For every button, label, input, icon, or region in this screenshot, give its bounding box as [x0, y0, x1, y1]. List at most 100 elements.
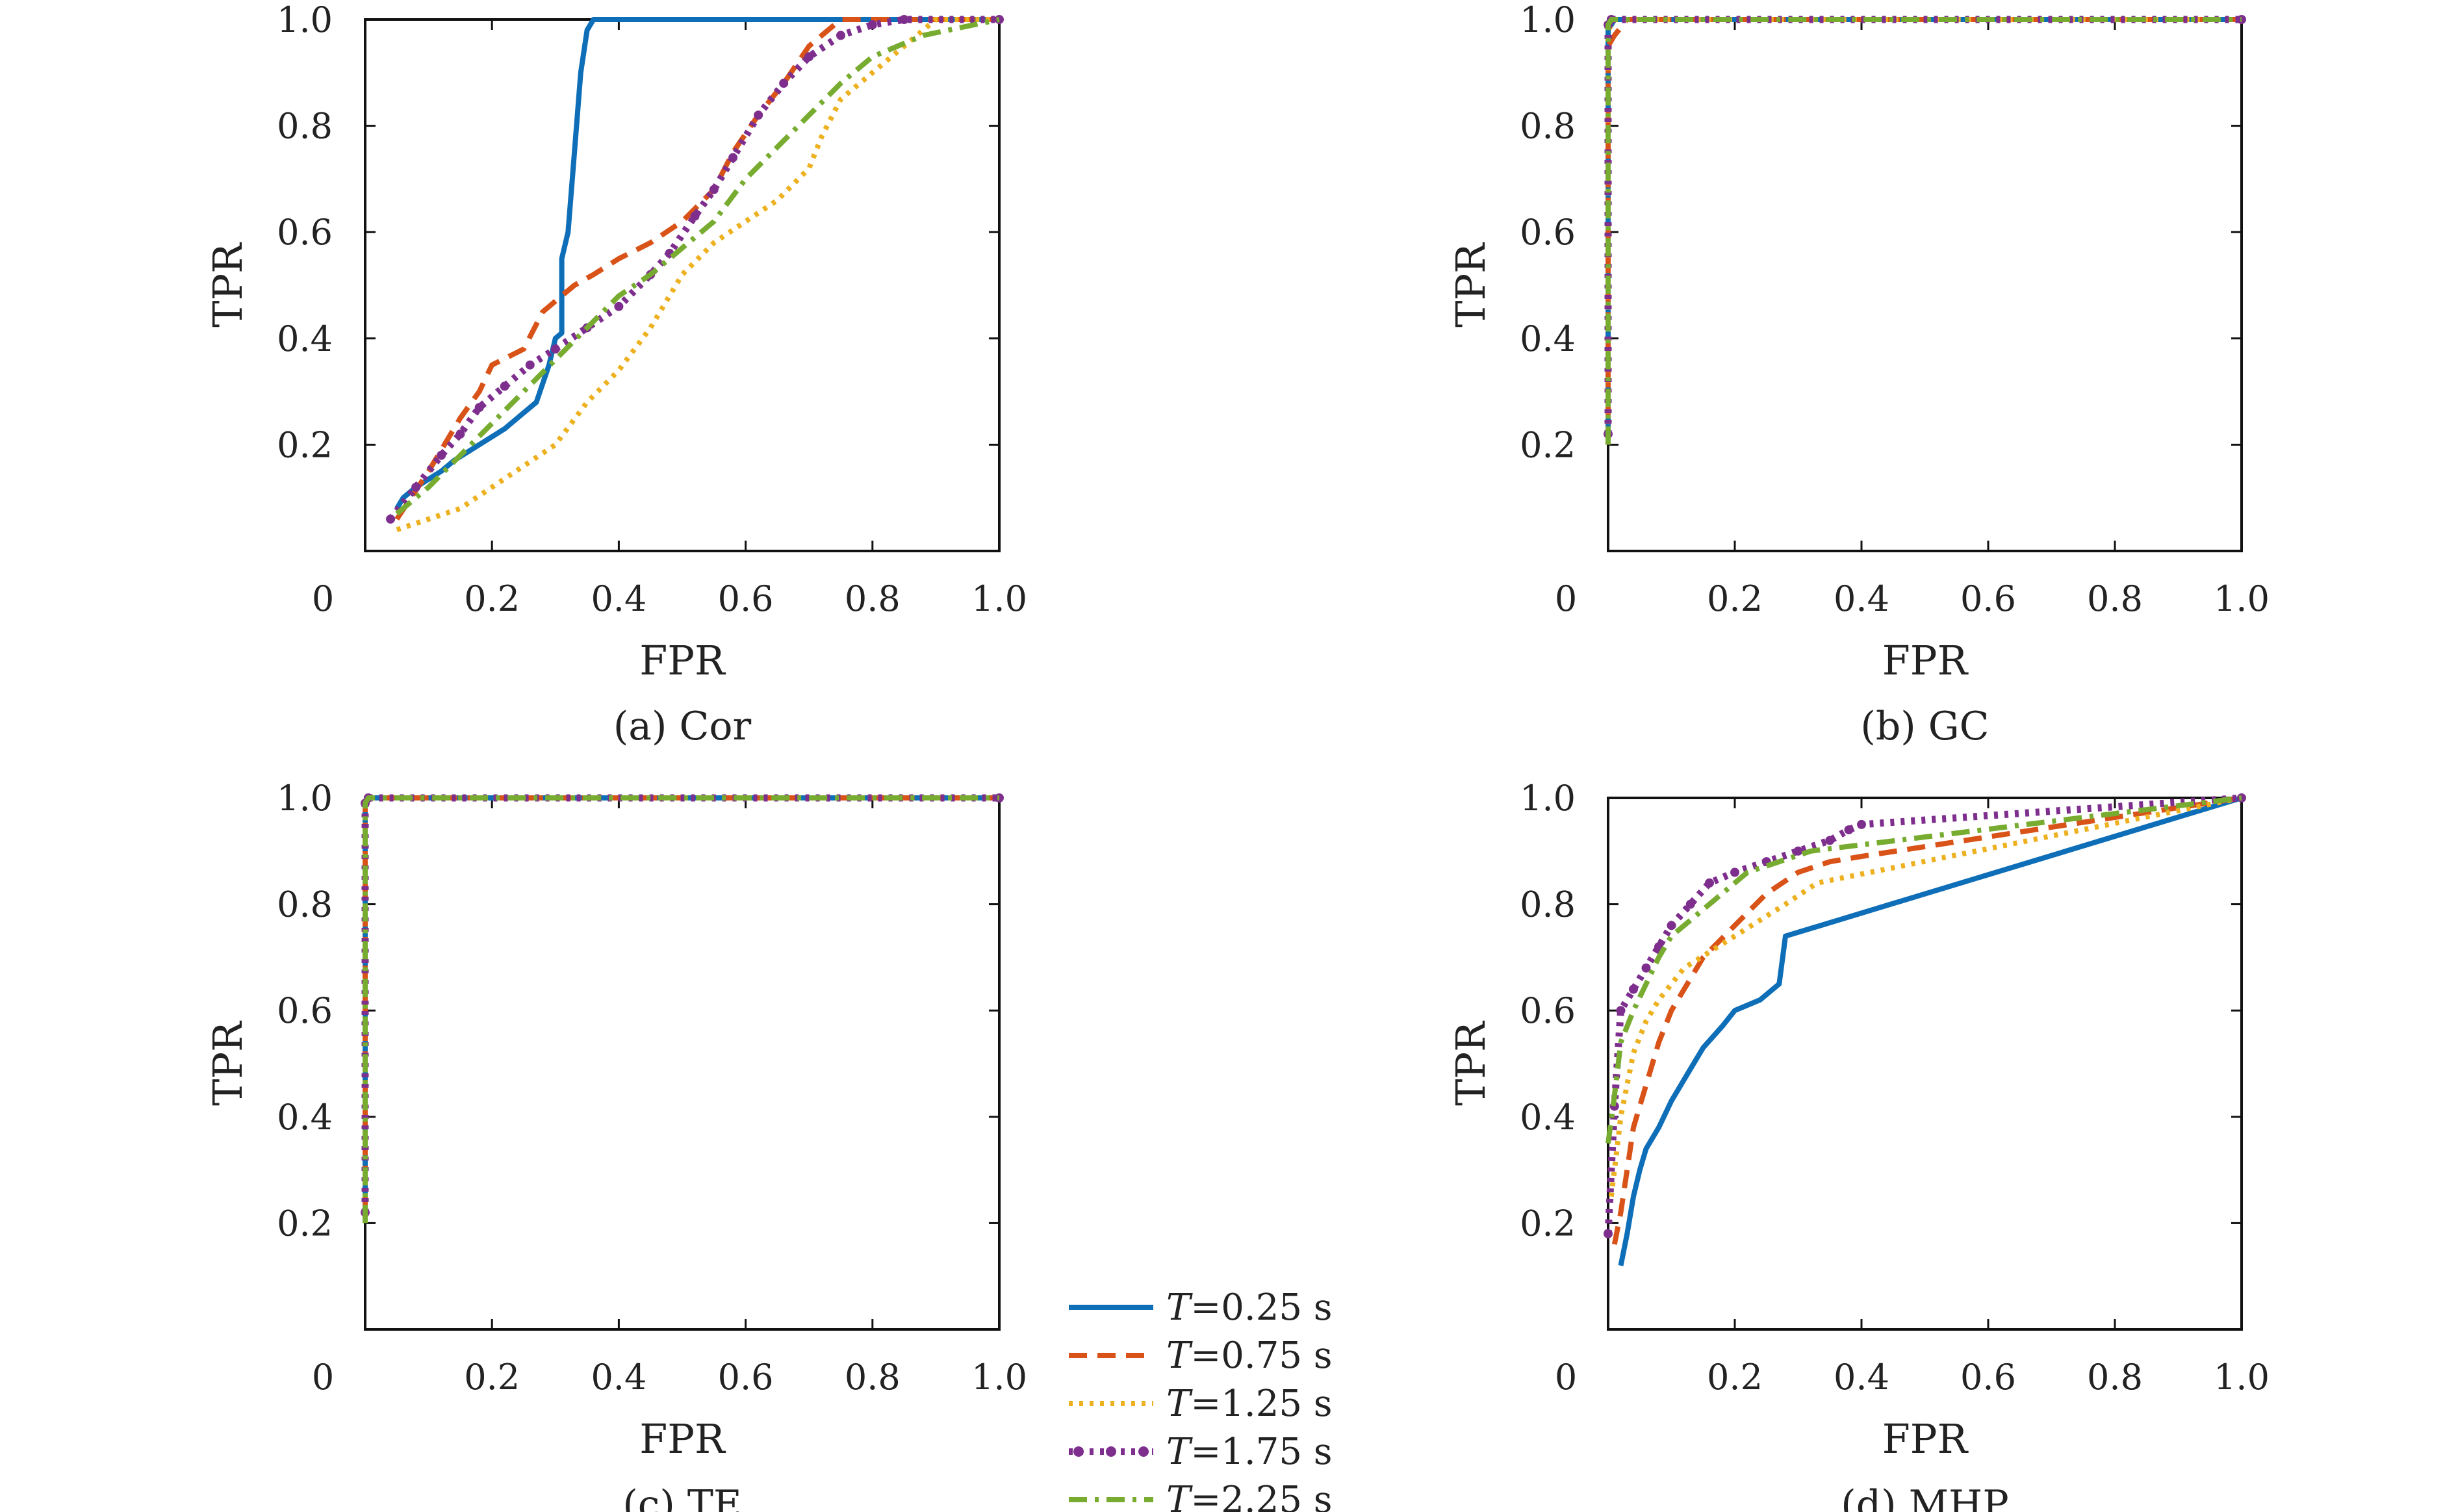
x-tick-label: 0.2	[1707, 578, 1763, 619]
x-tick-label: 0.4	[1834, 578, 1889, 619]
y-tick-label: 1.0	[1520, 0, 1576, 40]
series-point	[1629, 984, 1638, 994]
series-group	[386, 15, 1004, 533]
y-tick-label: 0.4	[277, 318, 333, 359]
plot-frame	[1607, 797, 2243, 1331]
series-point	[1705, 878, 1714, 888]
y-tick-label: 0.6	[277, 212, 333, 253]
x-tick-label: 0.6	[1960, 1357, 2016, 1398]
x-axis-label: FPR	[639, 637, 726, 684]
y-tick-label: 0.8	[277, 884, 333, 925]
series-line	[1604, 16, 2242, 434]
y-axis-label: TPR	[1447, 242, 1494, 327]
series-point	[690, 211, 700, 221]
series-point	[1793, 846, 1803, 856]
y-tick-label: 0.6	[277, 990, 333, 1031]
series-point	[550, 344, 560, 354]
series-line	[1611, 795, 2242, 1245]
series-point	[455, 429, 465, 439]
y-tick-label: 0.8	[1520, 106, 1576, 147]
series-line	[394, 17, 999, 521]
plot-frame	[364, 18, 1001, 552]
y-axis-label: TPR	[204, 242, 251, 327]
y-tick-label: 0.4	[277, 1097, 333, 1138]
legend-label: T=1.75 s	[1166, 1431, 1333, 1473]
legend-entry: T=0.25 s	[1069, 1287, 1333, 1329]
legend-marker	[1073, 1446, 1084, 1457]
y-tick-label: 0.8	[1520, 884, 1576, 925]
x-tick-label: 0.2	[464, 1357, 520, 1398]
series-point	[411, 482, 421, 492]
series-line	[387, 16, 999, 522]
x-tick-label: 0.8	[2087, 1357, 2143, 1398]
series-point	[500, 381, 509, 391]
series-point	[709, 185, 719, 194]
series-point	[899, 15, 909, 24]
x-tick-label: 1.0	[971, 578, 1027, 619]
legend-marker	[1138, 1446, 1149, 1457]
series-point	[386, 514, 396, 524]
panel-caption: (c) TE	[622, 1482, 741, 1512]
series-line	[1618, 795, 2243, 1266]
legend-label: T=0.75 s	[1166, 1335, 1333, 1377]
y-tick-label: 0.2	[277, 424, 333, 465]
series-group	[1604, 15, 2246, 445]
y-axis-label: TPR	[1447, 1020, 1494, 1106]
x-tick-label: 0.4	[591, 578, 646, 619]
series-point	[1685, 899, 1695, 909]
series-point	[614, 301, 624, 311]
series-point	[804, 52, 814, 62]
legend-label: T=2.25 s	[1166, 1479, 1333, 1512]
x-axis-label: FPR	[1882, 637, 1969, 684]
x-tick-label: 0.8	[2087, 578, 2143, 619]
series-line	[363, 795, 999, 1212]
series-point	[779, 79, 789, 88]
series-line	[395, 17, 1000, 516]
x-tick-label: 0.6	[1960, 578, 2016, 619]
y-tick-label: 1.0	[277, 0, 333, 40]
legend-entry: T=2.25 s	[1069, 1479, 1333, 1512]
origin-label: 0	[1555, 578, 1577, 619]
series-point	[1641, 963, 1651, 973]
series-line	[363, 795, 999, 1224]
y-tick-label: 0.2	[277, 1203, 333, 1244]
series-line	[1604, 794, 2242, 1235]
series-line	[1605, 17, 2242, 445]
x-axis-label: FPR	[639, 1415, 726, 1463]
series-point	[754, 110, 763, 120]
origin-label: 0	[312, 1357, 334, 1398]
plot-frame	[1607, 18, 2243, 552]
x-axis-label: FPR	[1882, 1415, 1969, 1463]
series-point	[728, 153, 738, 162]
x-tick-label: 0.6	[718, 1357, 774, 1398]
y-tick-label: 0.4	[1520, 1097, 1576, 1138]
series-point	[867, 20, 877, 30]
series-point	[1825, 836, 1835, 845]
series-point	[474, 403, 484, 413]
y-tick-label: 0.8	[277, 106, 333, 147]
legend-entry: T=1.25 s	[1069, 1383, 1333, 1425]
y-tick-label: 0.6	[1520, 990, 1576, 1031]
panel-caption: (d) MHP	[1841, 1482, 2008, 1512]
panel-4: 0.2 0.4 0.6 0.8 1.0 0.2 0.4 0.6 0.8 1.0 0 FPR TPR (d)…	[1447, 778, 2270, 1512]
series-line	[1608, 795, 2242, 1197]
series-point	[525, 360, 535, 370]
series-group	[361, 793, 1004, 1224]
origin-label: 0	[1555, 1357, 1577, 1398]
x-tick-label: 0.6	[718, 578, 774, 619]
panel-2: 0.2 0.4 0.6 0.8 1.0 0.2 0.4 0.6 0.8 1.0 0 FPR TPR (b)…	[1447, 0, 2270, 749]
x-tick-label: 0.8	[845, 578, 901, 619]
series-line	[1605, 17, 2242, 445]
plot-frame	[364, 797, 1001, 1331]
series-point	[836, 31, 845, 40]
x-tick-label: 0.4	[591, 1357, 646, 1398]
series-line	[396, 17, 999, 533]
origin-label: 0	[312, 578, 334, 619]
x-tick-label: 1.0	[2214, 578, 2270, 619]
x-tick-label: 0.2	[464, 578, 520, 619]
series-line	[394, 17, 999, 510]
series-line	[363, 795, 999, 1212]
x-tick-label: 0.4	[1834, 1357, 1889, 1398]
legend: T=0.25 s T=0.75 s T=1.25 s T=1.75 s T=2.25 s	[1069, 1287, 1333, 1512]
